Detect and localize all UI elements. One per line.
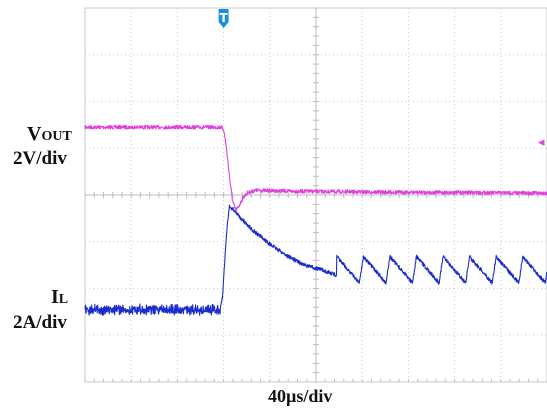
level-marker: ◂	[538, 135, 545, 150]
il-scale-label: 2A/div	[13, 312, 67, 333]
vout-channel-label: VOUT	[27, 123, 72, 145]
il-channel-label: IL	[51, 286, 68, 308]
scope-markers: T◂	[219, 9, 545, 150]
vout-scale-label: 2V/div	[13, 148, 67, 169]
scope-grid	[85, 8, 547, 382]
trigger-marker-glyph: T	[220, 11, 229, 25]
x-axis-label: 40µs/div	[268, 386, 332, 406]
